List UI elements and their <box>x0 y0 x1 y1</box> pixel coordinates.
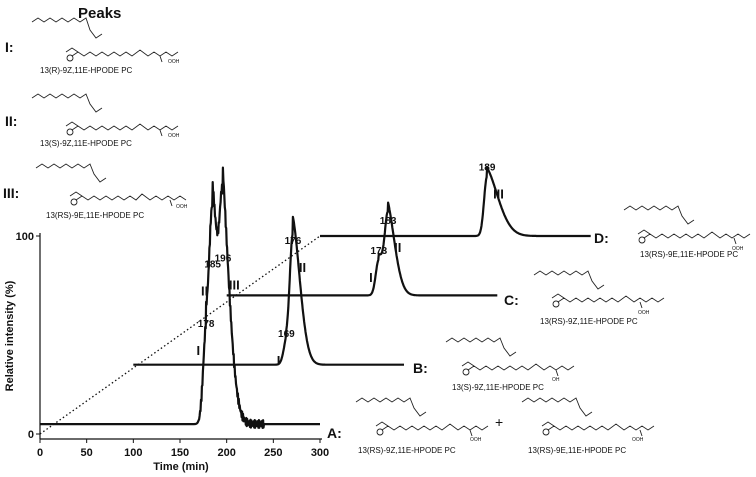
trace-letter: D: <box>594 230 609 246</box>
peak-time-label: 189 <box>479 163 496 174</box>
plus-sign: + <box>495 414 503 430</box>
ooh-label: OOH <box>168 59 180 65</box>
x-tick-label: 150 <box>171 447 189 459</box>
trace-letter: A: <box>327 425 342 441</box>
plot-area: 0 50 100 150 200 250 300 0 100 Time (min) Relat… <box>4 163 592 473</box>
peak-time-label: 178 <box>198 319 215 330</box>
peak-label-group: 178 I 185 II 196 III 169 I 176 II 173 I 183 II 189 III <box>197 163 504 368</box>
peak-key-III: III: OOH 13(RS)-9E,11E-HPODE PC <box>3 163 188 220</box>
peak-time-label: 185 <box>204 260 221 271</box>
peak-key-II: II: OOH 13(S)-9Z,11E-HPODE PC <box>5 93 180 148</box>
peak-time-label: 183 <box>380 216 397 227</box>
x-tick-label: 100 <box>124 447 142 459</box>
trace-compound: 13(RS)-9E,11E-HPODE PC <box>528 446 626 455</box>
pc-structure-icon <box>533 270 665 309</box>
peak-key-roman: III: <box>3 185 19 201</box>
trace-D <box>319 166 592 238</box>
ooh-label: OOH <box>176 204 188 210</box>
pc-structure-icon <box>355 397 489 437</box>
x-tick-group: 0 50 100 150 200 250 300 <box>37 439 329 459</box>
pc-structure-icon <box>445 337 575 377</box>
peak-time-label: 169 <box>278 329 295 340</box>
x-tick-label: 0 <box>37 447 43 459</box>
x-tick-label: 300 <box>311 447 329 459</box>
y-tick-label: 0 <box>28 429 34 441</box>
trace-group <box>39 166 592 429</box>
peak-roman-label: I <box>197 343 201 358</box>
ooh-label: OOH <box>168 133 180 139</box>
peak-roman-label: III <box>229 278 240 293</box>
oh-label: OH <box>552 377 560 383</box>
pc-structure-icon <box>31 93 179 137</box>
trace-A <box>39 166 321 429</box>
trace-label-D: D: OOH 13(RS)-9E,11E-HPODE PC <box>594 205 751 259</box>
x-axis-label: Time (min) <box>153 461 209 473</box>
peak-roman-label: I <box>277 353 281 368</box>
ooh-label: OOH <box>732 246 744 252</box>
x-tick-label: 50 <box>81 447 93 459</box>
ooh-label: OOH <box>632 437 644 443</box>
x-tick-label: 200 <box>217 447 235 459</box>
trace-compound: 13(RS)-9Z,11E-HPODE PC <box>358 446 456 455</box>
trace-label-A: A: OOH 13(RS)-9Z,11E-HPODE PC + OOH 13(R… <box>327 397 655 455</box>
ooh-label: OOH <box>638 310 650 316</box>
x-tick-label: 250 <box>264 447 282 459</box>
peak-roman-label: II <box>394 240 401 255</box>
trace-B <box>132 215 405 366</box>
peak-key-roman: I: <box>5 39 14 55</box>
trace-compound: 13(S)-9Z,11E-HPODE PC <box>452 383 544 392</box>
pc-structure-icon <box>623 205 751 245</box>
peak-key-compound: 13(R)-9Z,11E-HPODE PC <box>40 66 133 75</box>
peaks-heading: Peaks <box>78 5 121 22</box>
peak-key-I: I: OOH 13(R)-9Z,11E-HPODE PC <box>5 17 180 75</box>
peak-time-label: 196 <box>215 254 232 265</box>
trace-letter: C: <box>504 292 519 308</box>
peak-roman-label: I <box>369 270 373 285</box>
trace-label-C: C: OOH 13(RS)-9Z,11E-HPODE PC <box>504 270 665 326</box>
trace-compound: 13(RS)-9E,11E-HPODE PC <box>640 250 738 259</box>
ooh-label: OOH <box>470 437 482 443</box>
peak-key-roman: II: <box>5 113 17 129</box>
pc-structure-icon <box>35 163 187 207</box>
y-axis-label: Relative intensity (%) <box>4 280 16 391</box>
peak-time-label: 176 <box>285 236 302 247</box>
trace-label-B: B: OH 13(S)-9Z,11E-HPODE PC <box>413 337 575 392</box>
peak-roman-label: II <box>299 260 306 275</box>
y-tick-label: 100 <box>16 231 34 243</box>
trace-compound: 13(RS)-9Z,11E-HPODE PC <box>540 317 638 326</box>
peak-roman-label: III <box>493 187 504 202</box>
pc-structure-icon <box>521 397 655 437</box>
peak-key-compound: 13(S)-9Z,11E-HPODE PC <box>40 139 132 148</box>
peak-key-compound: 13(RS)-9E,11E-HPODE PC <box>46 211 144 220</box>
gradient-dotted-line <box>39 235 321 435</box>
trace-C <box>226 201 498 297</box>
peak-roman-label: II <box>201 284 208 299</box>
y-tick-group: 0 100 <box>16 231 40 441</box>
trace-letter: B: <box>413 360 428 376</box>
peak-time-label: 173 <box>370 246 387 257</box>
pc-structure-icon <box>31 17 179 63</box>
